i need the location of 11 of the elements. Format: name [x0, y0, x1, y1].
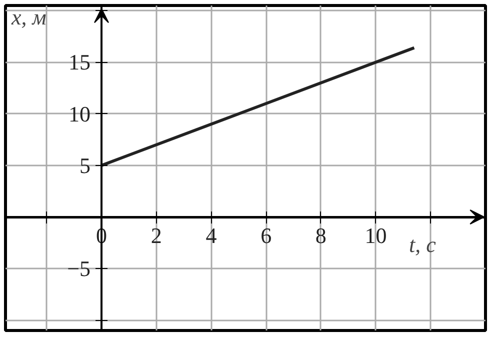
y-tick-label: 15	[68, 50, 90, 75]
y-tick-label: −5	[67, 256, 91, 282]
y-tick-label: 5	[80, 152, 90, 178]
x-tick-label: 2	[150, 223, 162, 248]
x-tick-label: 6	[260, 223, 272, 248]
x-tick-label: 10	[364, 223, 387, 248]
y-axis-title: x, м	[10, 4, 46, 30]
x-tick-label: 4	[206, 223, 217, 248]
y-tick-label: 10	[68, 101, 90, 126]
x-axis-title: t, с	[409, 232, 436, 258]
x-tick-label: 8	[315, 223, 326, 248]
